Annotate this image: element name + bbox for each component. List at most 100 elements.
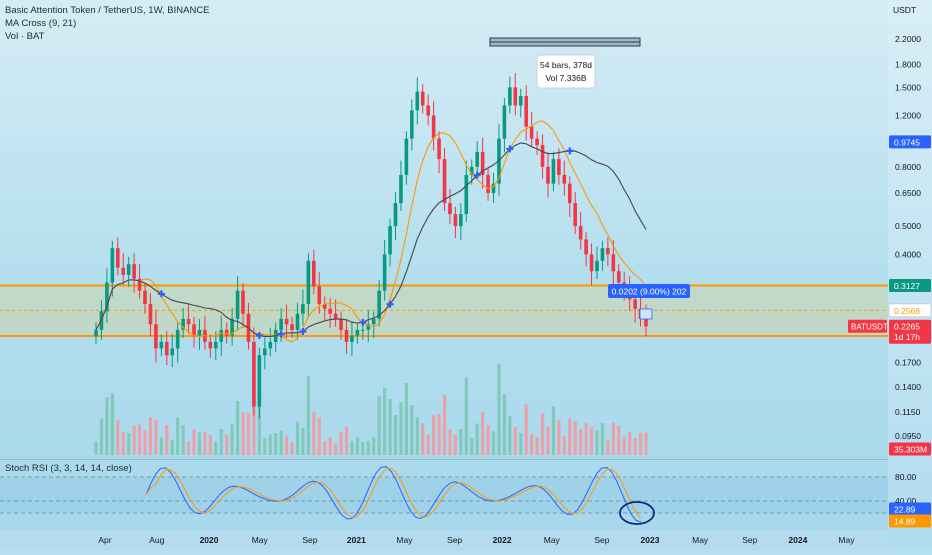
legend-volume[interactable]: Vol · BAT — [5, 31, 44, 43]
candle[interactable] — [159, 341, 164, 349]
candle[interactable] — [415, 91, 420, 111]
candle[interactable] — [333, 313, 338, 319]
candle[interactable] — [524, 96, 528, 127]
candle[interactable] — [230, 318, 234, 336]
candle[interactable] — [137, 278, 142, 291]
candle[interactable] — [404, 138, 409, 175]
candle[interactable] — [192, 324, 196, 336]
candle[interactable] — [312, 260, 316, 287]
candle[interactable] — [350, 335, 354, 342]
candle[interactable] — [110, 248, 115, 283]
candle[interactable] — [464, 174, 469, 215]
candle[interactable] — [377, 290, 381, 319]
candle[interactable] — [301, 303, 305, 314]
candle[interactable] — [344, 329, 349, 342]
candle[interactable] — [186, 318, 191, 325]
candle[interactable] — [578, 226, 583, 240]
candle[interactable] — [328, 308, 332, 314]
candle[interactable] — [175, 329, 180, 349]
candle[interactable] — [268, 341, 273, 349]
candle[interactable] — [94, 329, 98, 337]
candle[interactable] — [371, 318, 376, 325]
highlight-circle[interactable] — [619, 501, 655, 525]
candle[interactable] — [235, 290, 240, 319]
candle[interactable] — [567, 183, 572, 204]
candle[interactable] — [214, 341, 218, 349]
candle[interactable] — [584, 239, 588, 255]
candle[interactable] — [366, 324, 371, 330]
candle[interactable] — [295, 313, 300, 330]
candle[interactable] — [241, 290, 245, 314]
candle[interactable] — [393, 203, 398, 227]
candle[interactable] — [252, 341, 256, 407]
candle[interactable] — [132, 264, 136, 279]
candle[interactable] — [480, 151, 485, 175]
candle[interactable] — [382, 254, 387, 291]
candle[interactable] — [197, 329, 202, 336]
candle[interactable] — [535, 138, 539, 146]
candle[interactable] — [562, 174, 567, 184]
measure-box[interactable] — [639, 308, 653, 320]
candle[interactable] — [143, 290, 147, 304]
candle[interactable] — [148, 303, 153, 325]
candle[interactable] — [437, 138, 441, 160]
candle[interactable] — [224, 329, 229, 336]
candle[interactable] — [306, 260, 311, 304]
candle[interactable] — [502, 105, 507, 139]
candle[interactable] — [399, 174, 403, 204]
candle[interactable] — [518, 96, 523, 106]
candle[interactable] — [546, 166, 550, 184]
candle[interactable] — [475, 151, 479, 167]
candle[interactable] — [317, 286, 322, 304]
candle[interactable] — [508, 87, 512, 106]
candle[interactable] — [154, 324, 158, 349]
candle[interactable] — [290, 324, 294, 330]
candle[interactable] — [115, 248, 120, 268]
candle[interactable] — [170, 348, 175, 356]
candle[interactable] — [361, 329, 365, 331]
candle[interactable] — [611, 254, 616, 272]
candle[interactable] — [442, 159, 447, 204]
candle[interactable] — [121, 267, 126, 275]
candle[interactable] — [540, 145, 545, 167]
candle[interactable] — [388, 226, 392, 255]
candle[interactable] — [426, 105, 430, 116]
candle[interactable] — [105, 282, 109, 312]
candle[interactable] — [513, 87, 518, 106]
candle[interactable] — [219, 329, 224, 342]
candle[interactable] — [420, 91, 425, 106]
candle[interactable] — [453, 214, 458, 227]
candle[interactable] — [469, 166, 474, 175]
candle[interactable] — [126, 264, 131, 275]
candle[interactable] — [448, 203, 452, 215]
candle[interactable] — [355, 329, 360, 336]
candle[interactable] — [279, 318, 283, 330]
legend-stoch[interactable]: Stoch RSI (3, 3, 14, 14, close) — [5, 463, 132, 475]
candle[interactable] — [410, 110, 414, 139]
candle[interactable] — [322, 303, 327, 309]
candle[interactable] — [263, 348, 267, 356]
legend-ma[interactable]: MA Cross (9, 21) — [5, 18, 76, 30]
candle[interactable] — [595, 260, 599, 272]
candle[interactable] — [573, 203, 578, 227]
candle[interactable] — [459, 214, 463, 227]
legend-symbol[interactable]: Basic Attention Token / TetherUS, 1W, BI… — [5, 5, 210, 17]
candle[interactable] — [589, 254, 594, 272]
candle[interactable] — [431, 115, 436, 139]
candle[interactable] — [491, 183, 496, 194]
candle[interactable] — [208, 341, 213, 349]
candle[interactable] — [257, 355, 262, 407]
candle[interactable] — [181, 318, 185, 330]
candle[interactable] — [633, 299, 637, 309]
candle[interactable] — [557, 159, 561, 175]
candle[interactable] — [339, 318, 343, 330]
candle[interactable] — [164, 341, 169, 356]
candle[interactable] — [644, 318, 648, 327]
candle[interactable] — [606, 248, 610, 255]
candle[interactable] — [284, 318, 289, 325]
candle[interactable] — [600, 248, 605, 261]
candle[interactable] — [616, 271, 621, 283]
candle[interactable] — [551, 159, 556, 184]
